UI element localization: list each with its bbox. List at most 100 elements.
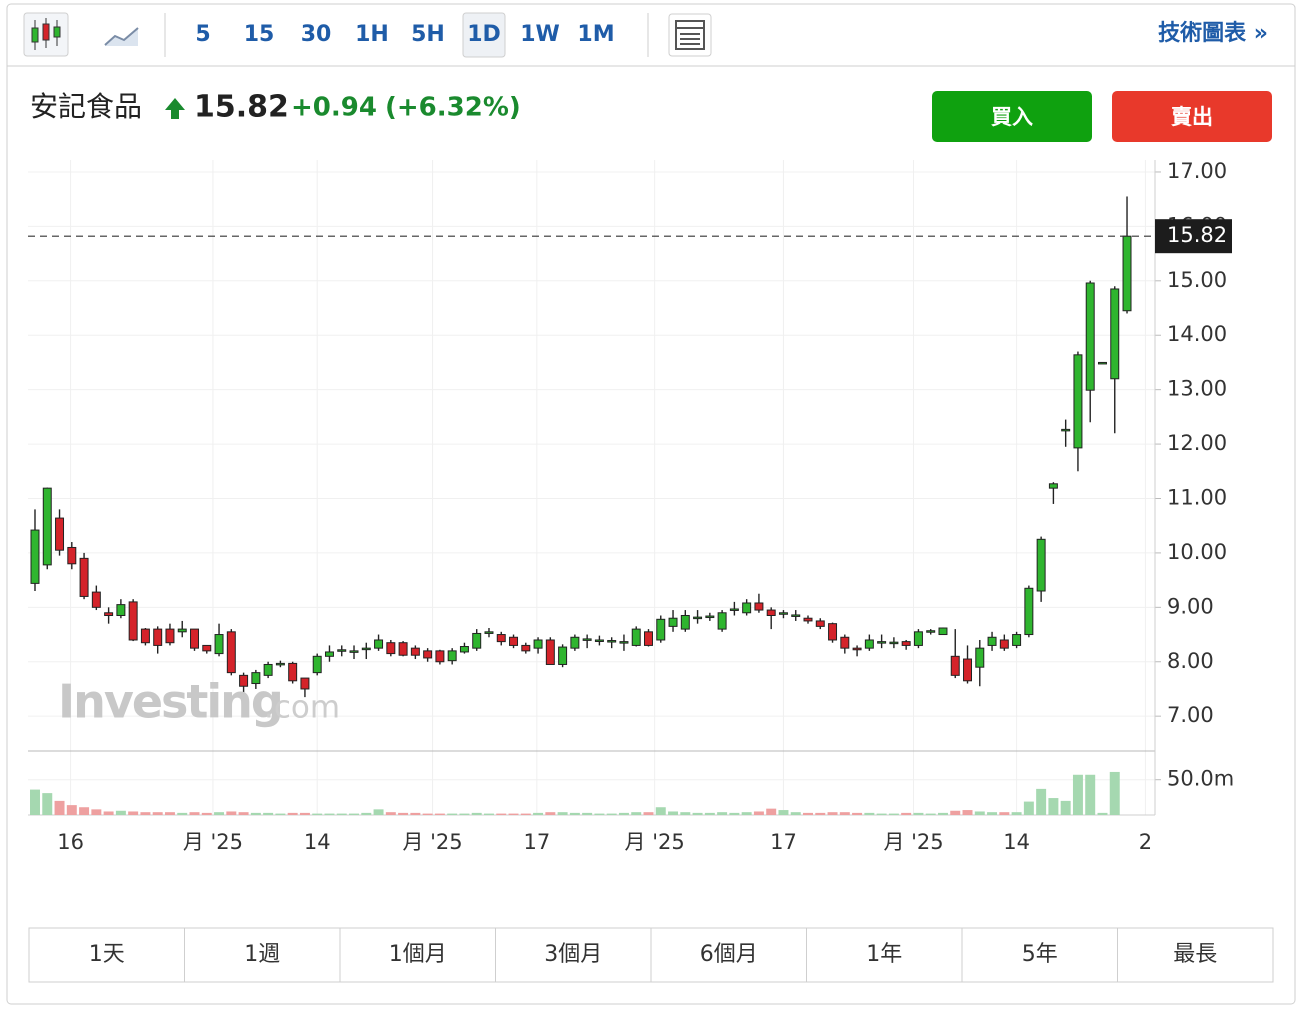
candle-body xyxy=(226,631,236,674)
candle-body xyxy=(558,646,568,665)
candle-body xyxy=(361,647,371,651)
volume-bar xyxy=(950,810,961,815)
candle-body xyxy=(496,634,506,643)
volume-bar xyxy=(692,812,703,815)
sell-button[interactable] xyxy=(1112,91,1272,142)
candle-body xyxy=(116,604,126,616)
x-tick-label: 月 '25 xyxy=(625,830,685,854)
technical-chart-link[interactable]: 技術圖表 » xyxy=(1158,20,1268,46)
x-tick-label: 月 '25 xyxy=(183,830,243,854)
interval-button[interactable]: 1M xyxy=(577,22,614,47)
x-tick-label: 月 '25 xyxy=(883,830,943,854)
volume-bar xyxy=(263,812,274,815)
candle-body xyxy=(386,642,396,655)
candle-body xyxy=(729,608,739,611)
volume-bar xyxy=(1097,812,1108,815)
range-button[interactable] xyxy=(184,927,341,983)
buy-button[interactable] xyxy=(932,91,1092,142)
candle-body xyxy=(803,617,813,622)
volume-bar xyxy=(631,812,642,815)
y-tick-label: 17.00 xyxy=(1167,159,1227,183)
range-button[interactable] xyxy=(806,927,963,983)
volume-bar xyxy=(876,813,887,815)
candle-body xyxy=(484,631,494,634)
volume-bar xyxy=(937,812,948,815)
volume-bar xyxy=(361,812,372,815)
volume-bar xyxy=(643,812,654,815)
volume-bar xyxy=(839,812,850,815)
volume-bar xyxy=(741,812,752,815)
volume-tick-label: 50.0m xyxy=(1167,767,1234,791)
range-button[interactable] xyxy=(339,927,496,983)
interval-button[interactable]: 5 xyxy=(195,22,210,47)
volume-bar xyxy=(177,812,188,815)
volume-bar xyxy=(606,813,617,815)
volume-bar xyxy=(925,813,936,815)
candle-body xyxy=(30,529,40,584)
last-price: 15.82 xyxy=(194,90,289,125)
y-tick-label: 13.00 xyxy=(1167,377,1227,401)
volume-bar xyxy=(913,812,924,815)
x-tick-label: 月 '25 xyxy=(402,830,462,854)
candle-body xyxy=(263,663,273,676)
volume-bar xyxy=(1085,774,1096,815)
volume-bar xyxy=(901,812,912,815)
candle-body xyxy=(950,655,960,676)
candle-body xyxy=(852,647,862,651)
interval-button[interactable]: 15 xyxy=(244,22,275,47)
volume-bar xyxy=(790,812,801,815)
candle-body xyxy=(1122,235,1132,312)
volume-bar xyxy=(434,813,445,815)
candle-body xyxy=(288,662,298,682)
interval-button[interactable]: 1W xyxy=(520,22,560,47)
range-label: 1天 xyxy=(89,942,125,967)
interval-button[interactable]: 30 xyxy=(301,22,332,47)
range-label: 1年 xyxy=(866,942,902,967)
candle-body xyxy=(864,639,874,649)
volume-bar xyxy=(974,811,985,815)
volume-bar xyxy=(778,810,789,815)
volume-bar xyxy=(680,812,691,815)
volume-bar xyxy=(238,812,249,815)
range-button[interactable] xyxy=(495,927,652,983)
price-change-percent: (+6.32%) xyxy=(385,93,521,123)
y-tick-label: 8.00 xyxy=(1167,649,1214,673)
volume-bar xyxy=(299,812,310,815)
layout-icon xyxy=(675,20,705,50)
range-label: 1週 xyxy=(244,942,280,967)
candle-body xyxy=(680,614,690,630)
candle-body xyxy=(533,639,543,649)
candle-body xyxy=(631,628,641,646)
candle-body xyxy=(435,650,445,663)
candle-body xyxy=(619,641,629,644)
volume-bar xyxy=(312,813,323,815)
candle-body xyxy=(91,591,101,608)
x-tick-label: 16 xyxy=(57,830,84,854)
volume-bar xyxy=(447,813,458,815)
candle-body xyxy=(190,628,199,649)
interval-button[interactable]: 1D xyxy=(467,22,501,47)
candle-body xyxy=(55,517,65,551)
candle-body xyxy=(594,639,604,642)
candle-body xyxy=(1073,354,1083,449)
volume-bar xyxy=(852,812,863,815)
line-icon[interactable] xyxy=(104,27,139,46)
candle-body xyxy=(815,620,825,627)
interval-button[interactable]: 5H xyxy=(411,22,445,47)
candle-body xyxy=(963,658,973,682)
volume-bar xyxy=(201,812,212,815)
interval-button[interactable]: 1H xyxy=(355,22,389,47)
candle-body xyxy=(693,616,703,620)
y-tick-label: 10.00 xyxy=(1167,540,1227,564)
x-tick-label: 2 xyxy=(1139,830,1152,854)
range-button[interactable] xyxy=(1117,927,1274,983)
volume-bar xyxy=(483,813,494,815)
candle-body xyxy=(165,628,175,644)
volume-bar xyxy=(128,811,139,815)
candle-body xyxy=(975,647,985,668)
range-button[interactable] xyxy=(28,927,185,983)
y-tick-label: 11.00 xyxy=(1167,485,1227,509)
candle-body xyxy=(521,644,531,652)
price-change: +0.94 xyxy=(291,93,377,123)
